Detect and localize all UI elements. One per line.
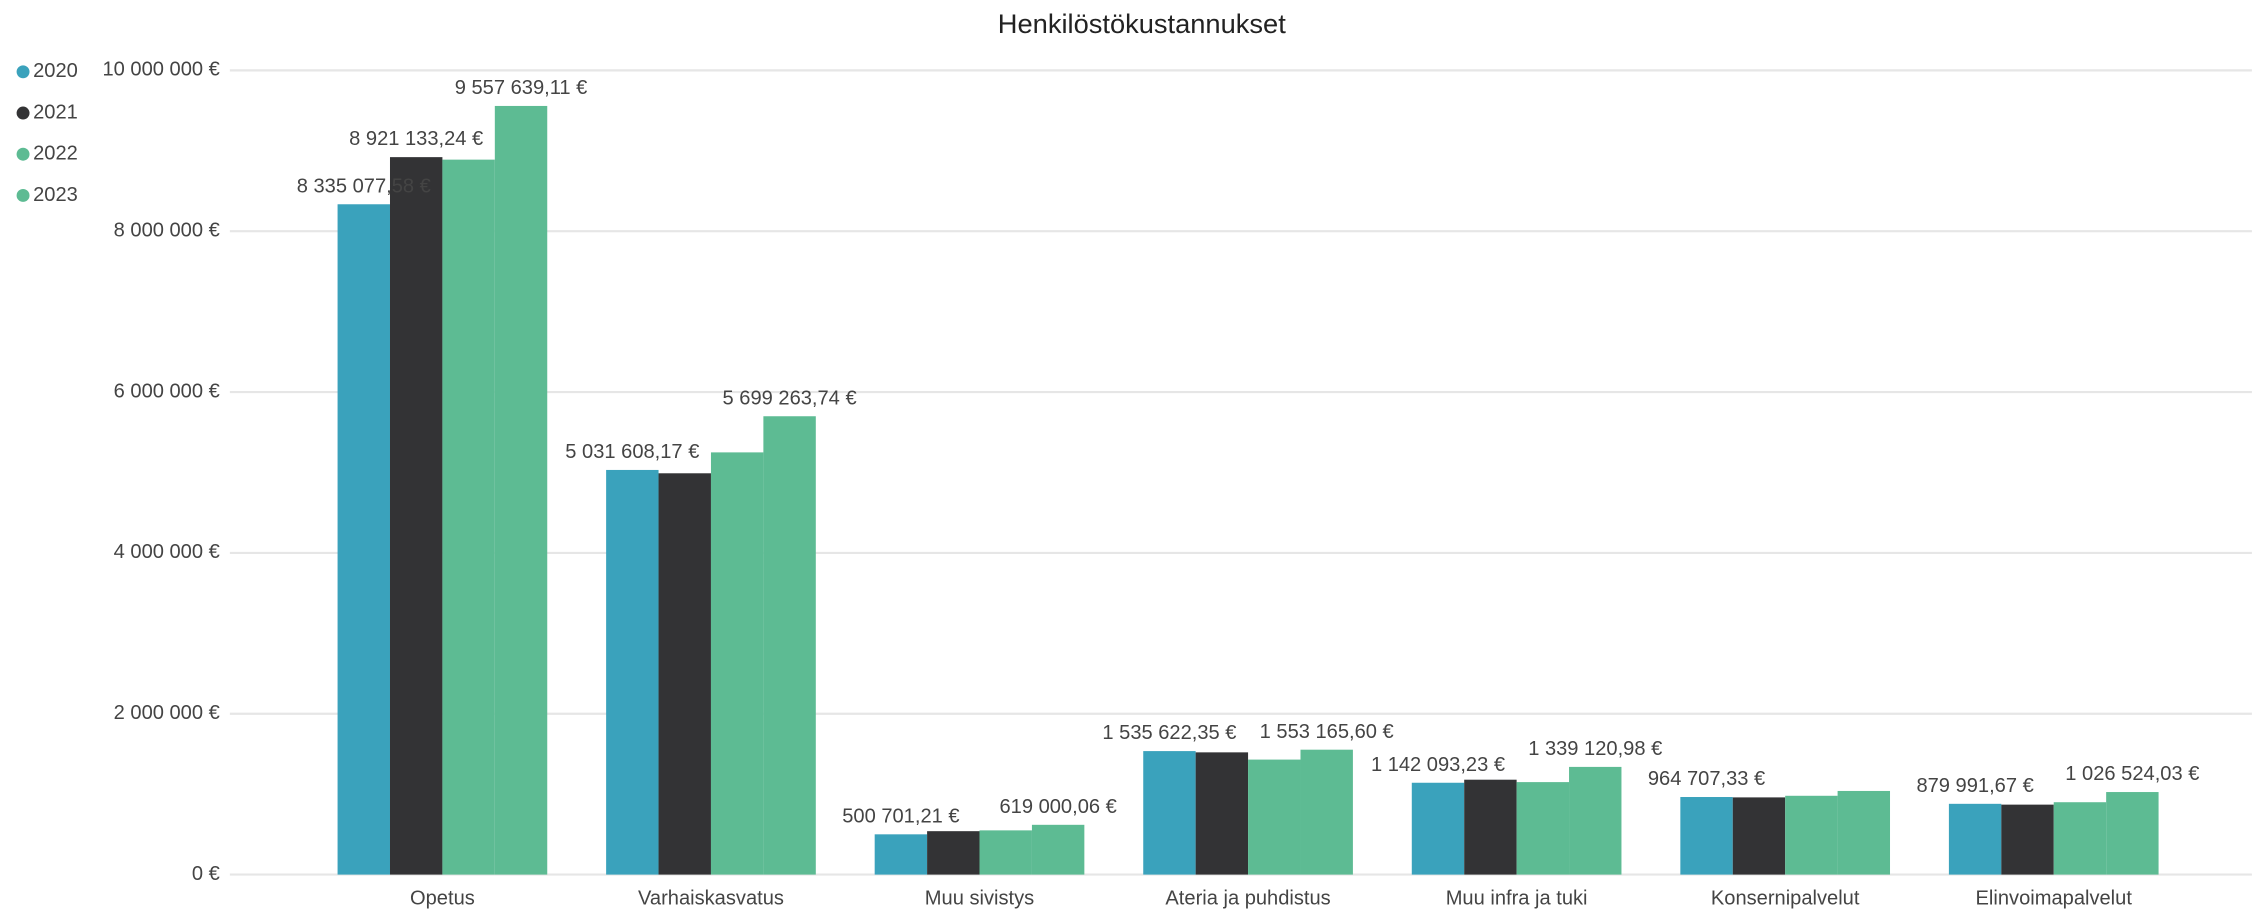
bar [389,157,443,875]
x-tick-label: Elinvoimapalvelut [1976,887,2133,909]
y-tick-label: 10 000 000 € [102,59,219,81]
bar [658,473,711,875]
bar [1464,779,1517,875]
x-tick-label: Ateria ja puhdistus [1165,887,1330,909]
data-label: 9 557 639,11 € [455,77,588,99]
data-label: 1 142 093,23 € [1371,754,1505,776]
bar [1785,795,1838,875]
data-label: 8 921 133,24 € [349,128,483,150]
bar [606,469,659,875]
legend-marker [16,65,30,79]
legend-marker [16,188,30,202]
bar [1411,782,1465,875]
bar [1948,803,2002,875]
x-tick-label: Opetus [410,887,475,909]
bar [2001,804,2054,875]
data-label: 1 553 165,60 € [1260,721,1394,743]
bar [1248,759,1301,875]
data-label: 500 701,21 € [842,805,959,827]
bar [979,830,1032,875]
chart-title: Henkilöstökustannukset [998,8,1286,39]
bar [927,831,980,875]
bar [1732,797,1786,875]
legend-label: 2021 [33,101,78,123]
x-tick-label: Muu infra ja tuki [1446,887,1588,909]
legend-label: 2023 [33,184,78,206]
y-tick-label: 6 000 000 € [114,380,220,402]
bar [2053,802,2107,875]
data-label: 964 707,33 € [1648,768,1765,790]
x-tick-label: Varhaiskasvatus [638,887,784,909]
bar [442,159,495,875]
bar [1031,824,1085,875]
data-label: 619 000,06 € [999,796,1116,818]
bar [1569,766,1622,875]
bar [1143,751,1196,875]
bar [1680,797,1733,875]
legend-marker [16,106,30,120]
bar [1516,782,1570,875]
y-tick-label: 0 € [192,863,220,885]
data-label: 879 991,67 € [1916,775,2033,797]
bar [1837,790,1891,875]
bar [2106,792,2159,875]
bar [874,834,928,875]
y-tick-label: 2 000 000 € [114,702,220,724]
data-label: 8 335 077,58 € [297,175,431,197]
legend-label: 2020 [33,60,78,82]
bar [710,452,764,875]
bar [337,204,390,875]
x-tick-label: Konsernipalvelut [1711,887,1860,909]
bar [1195,752,1249,875]
legend-marker [16,147,30,161]
x-tick-label: Muu sivistys [925,887,1034,909]
bar [1300,749,1353,875]
y-tick-label: 8 000 000 € [114,220,220,242]
bar [494,105,548,875]
y-tick-label: 4 000 000 € [114,541,220,563]
data-label: 5 031 608,17 € [565,441,699,463]
data-label: 1 339 120,98 € [1528,738,1662,760]
data-label: 1 535 622,35 € [1102,722,1236,744]
bar [763,416,816,875]
legend-label: 2022 [33,143,78,165]
data-label: 1 026 524,03 € [2065,763,2199,785]
data-label: 5 699 263,74 € [723,387,857,409]
